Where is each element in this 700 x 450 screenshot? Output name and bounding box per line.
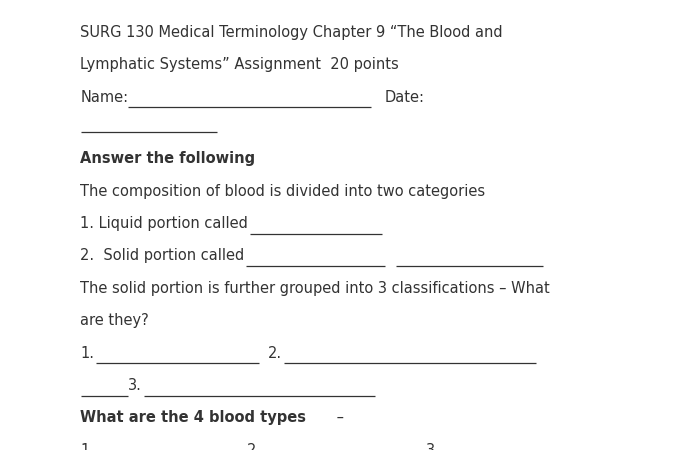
Text: are they?: are they? bbox=[80, 313, 149, 328]
Text: 1.: 1. bbox=[80, 443, 94, 450]
Text: 1. Liquid portion called: 1. Liquid portion called bbox=[80, 216, 248, 231]
Text: Answer the following: Answer the following bbox=[80, 151, 256, 166]
Text: 2.  Solid portion called: 2. Solid portion called bbox=[80, 248, 245, 263]
Text: 1.: 1. bbox=[80, 346, 94, 360]
Text: 2.: 2. bbox=[268, 346, 282, 360]
Text: 3.: 3. bbox=[426, 443, 440, 450]
Text: The solid portion is further grouped into 3 classifications – What: The solid portion is further grouped int… bbox=[80, 281, 550, 296]
Text: 2.: 2. bbox=[247, 443, 261, 450]
Text: 3.: 3. bbox=[128, 378, 142, 393]
Text: SURG 130 Medical Terminology Chapter 9 “The Blood and: SURG 130 Medical Terminology Chapter 9 “… bbox=[80, 25, 503, 40]
Text: What are the 4 blood types: What are the 4 blood types bbox=[80, 410, 307, 425]
Text: The composition of blood is divided into two categories: The composition of blood is divided into… bbox=[80, 184, 486, 198]
Text: Lymphatic Systems” Assignment  20 points: Lymphatic Systems” Assignment 20 points bbox=[80, 57, 399, 72]
Text: Name:: Name: bbox=[80, 90, 129, 104]
Text: –: – bbox=[332, 410, 344, 425]
Text: Date:: Date: bbox=[385, 90, 425, 104]
